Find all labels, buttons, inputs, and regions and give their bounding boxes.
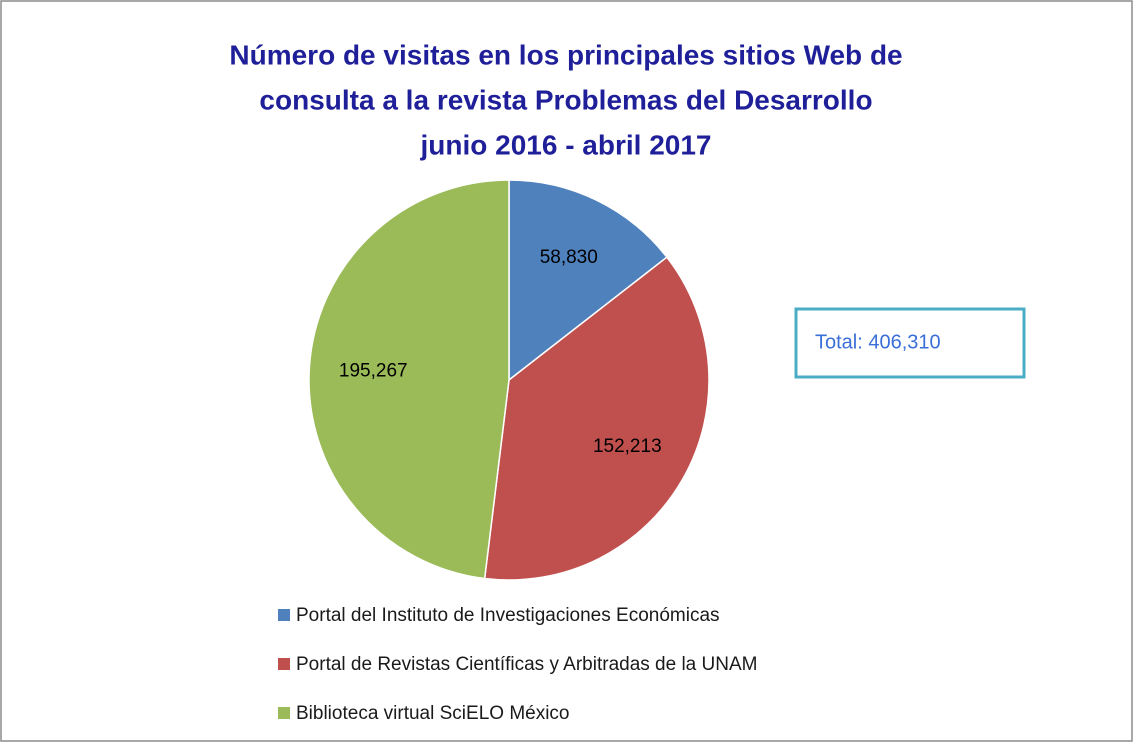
legend-label: Biblioteca virtual SciELO México [296, 703, 570, 724]
chart-title: consulta a la revista Problemas del Desa… [259, 84, 872, 115]
data-label: 195,267 [339, 361, 408, 382]
total-annotation: Total: 406,310 [815, 331, 941, 353]
chart-title: Número de visitas en los principales sit… [229, 39, 902, 70]
legend-swatch [278, 609, 290, 621]
chart-title: junio 2016 - abril 2017 [419, 129, 711, 160]
pie-slice [308, 179, 510, 580]
pie-slice [483, 256, 710, 581]
legend-swatch [278, 707, 290, 719]
legend-swatch [278, 658, 290, 670]
legend-label: Portal del Instituto de Investigaciones … [296, 605, 720, 626]
data-label: 152,213 [593, 436, 662, 457]
legend-label: Portal de Revistas Científicas y Arbitra… [296, 654, 757, 675]
data-label: 58,830 [540, 247, 598, 268]
total-box [794, 307, 1026, 379]
pie-slice [508, 179, 668, 382]
